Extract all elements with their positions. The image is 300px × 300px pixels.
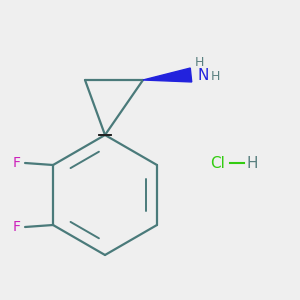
Text: F: F: [13, 220, 21, 234]
Text: Cl: Cl: [210, 155, 225, 170]
Text: F: F: [13, 156, 21, 170]
Polygon shape: [143, 68, 192, 82]
Text: N: N: [197, 68, 209, 83]
Text: H: H: [194, 56, 204, 68]
Text: H: H: [210, 70, 220, 83]
Text: H: H: [247, 155, 259, 170]
